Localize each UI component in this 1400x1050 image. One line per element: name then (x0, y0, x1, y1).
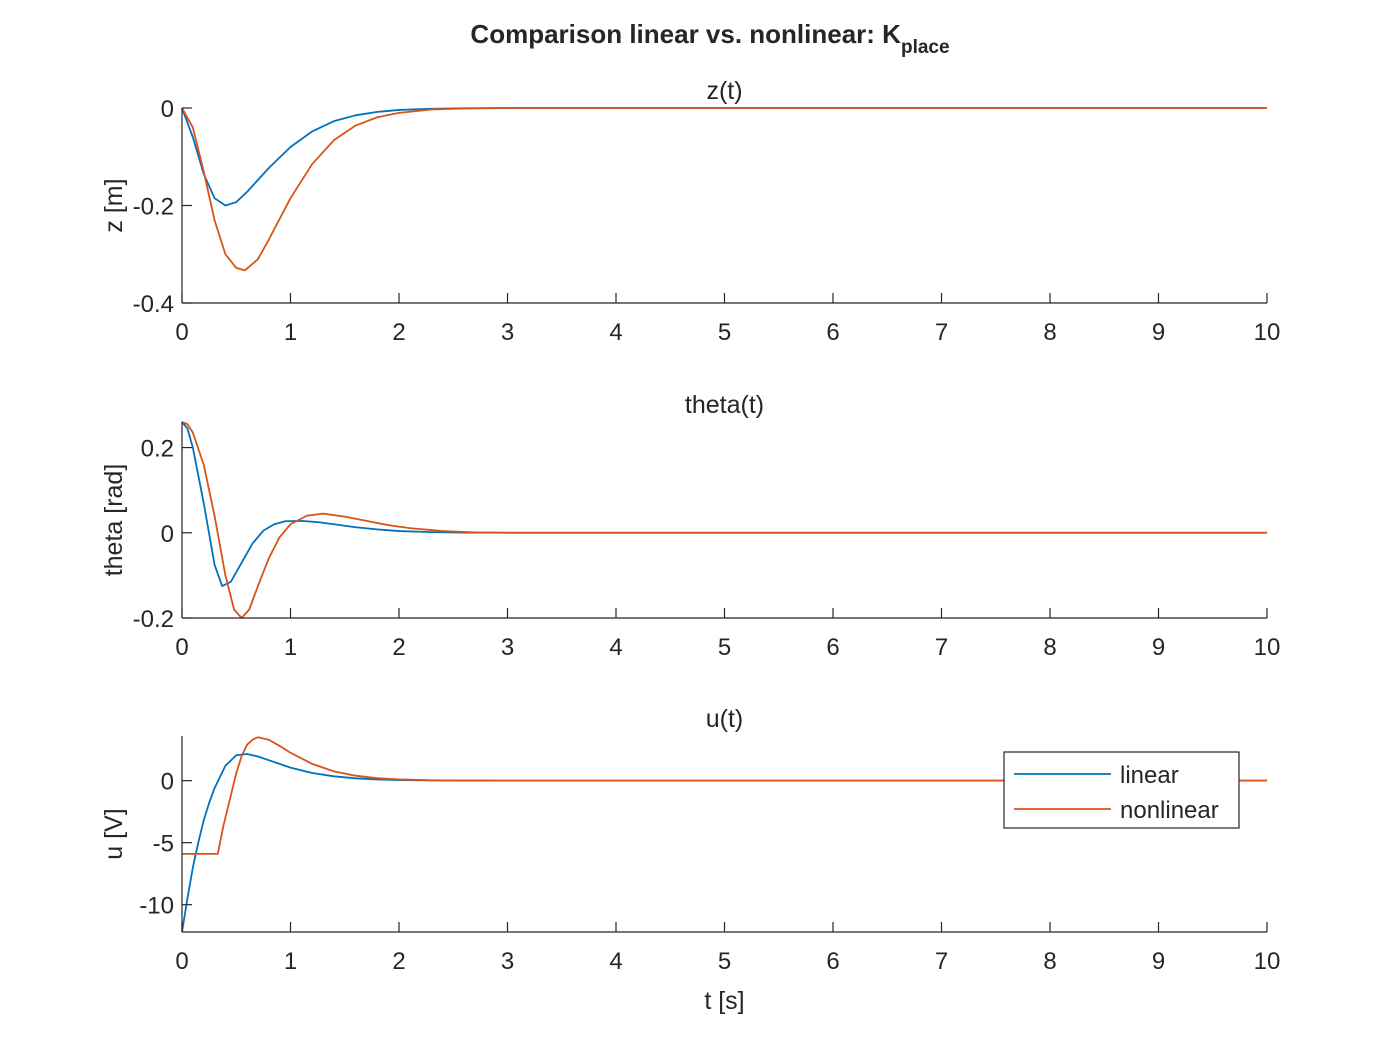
y-axis-label: theta [rad] (100, 464, 128, 577)
x-tick-label: 7 (935, 319, 948, 346)
legend-box (1003, 751, 1240, 829)
x-tick-label: 4 (609, 948, 622, 975)
y-tick-label: 0.2 (141, 436, 174, 463)
x-tick-label: 9 (1152, 319, 1165, 346)
figure-title-subscript: place (901, 37, 950, 58)
subplot-title: u(t) (706, 705, 744, 733)
x-tick-label: 5 (718, 634, 731, 661)
x-tick-label: 7 (935, 634, 948, 661)
figure-title: Comparison linear vs. nonlinear: Kplace (470, 19, 949, 58)
x-tick-label: 1 (284, 948, 297, 975)
x-tick-label: 0 (175, 319, 188, 346)
x-tick-label: 9 (1152, 634, 1165, 661)
series-line-nonlinear (182, 736, 1267, 855)
x-tick-label: 9 (1152, 948, 1165, 975)
y-tick-label: 0 (161, 96, 174, 123)
subplot-title: z(t) (706, 77, 742, 105)
axes-layer: 0 1 2 3 4 5 6 7 8 9 10-0.4-0.20z(t)z [m]0 1 2 3 4 5 6 7 8 9… (100, 77, 1280, 1015)
x-tick-label: 0 (175, 634, 188, 661)
x-tick-label: 10 (1254, 634, 1281, 661)
x-tick-label: 4 (609, 634, 622, 661)
series-line-nonlinear (181, 421, 1267, 619)
x-tick-label: 6 (826, 319, 839, 346)
series-line-linear (181, 421, 1267, 587)
x-tick-label: 3 (501, 634, 514, 661)
x-tick-label: 6 (826, 634, 839, 661)
x-tick-label: 0 (175, 948, 188, 975)
y-tick-label: 0 (161, 769, 174, 796)
x-axis-label: t [s] (704, 987, 744, 1015)
x-tick-label: 1 (284, 319, 297, 346)
legend-label-linear: linear (1120, 762, 1179, 789)
y-tick-label: -0.2 (133, 194, 174, 221)
y-tick-label: -5 (153, 831, 174, 858)
x-tick-label: 5 (718, 319, 731, 346)
x-tick-label: 4 (609, 319, 622, 346)
x-tick-label: 10 (1254, 319, 1281, 346)
x-tick-label: 2 (392, 948, 405, 975)
x-tick-label: 1 (284, 634, 297, 661)
series-line-nonlinear (181, 107, 1267, 272)
x-tick-label: 7 (935, 948, 948, 975)
figure-title-main: Comparison linear vs. nonlinear: K (470, 19, 901, 49)
legend-label-nonlinear: nonlinear (1120, 797, 1219, 824)
subplot-3: 0 1 2 3 4 5 6 7 8 9 10 -10 -5 0 u(t) u [V] t [s] (100, 705, 1280, 1015)
legend: linear nonlinear (1003, 751, 1240, 829)
x-tick-label: 8 (1043, 634, 1056, 661)
y-tick-label: -0.4 (133, 291, 174, 318)
x-tick-label: 3 (501, 319, 514, 346)
x-tick-label: 8 (1043, 948, 1056, 975)
x-tick-label: 2 (392, 319, 405, 346)
y-tick-label: 0 (161, 521, 174, 548)
x-tick-label: 10 (1254, 948, 1281, 975)
y-axis-label: u [V] (100, 808, 128, 859)
y-axis-label: z [m] (100, 178, 128, 232)
y-tick-label: -0.2 (133, 606, 174, 633)
x-tick-label: 6 (826, 948, 839, 975)
x-tick-label: 8 (1043, 319, 1056, 346)
x-tick-label: 2 (392, 634, 405, 661)
y-tick-label: -10 (139, 893, 174, 920)
x-tick-label: 3 (501, 948, 514, 975)
x-tick-label: 5 (718, 948, 731, 975)
subplot-1: 0 1 2 3 4 5 6 7 8 9 10 -0.4 -0.2 0 z(t) z [m] (100, 77, 1280, 346)
subplot-title: theta(t) (685, 391, 764, 419)
